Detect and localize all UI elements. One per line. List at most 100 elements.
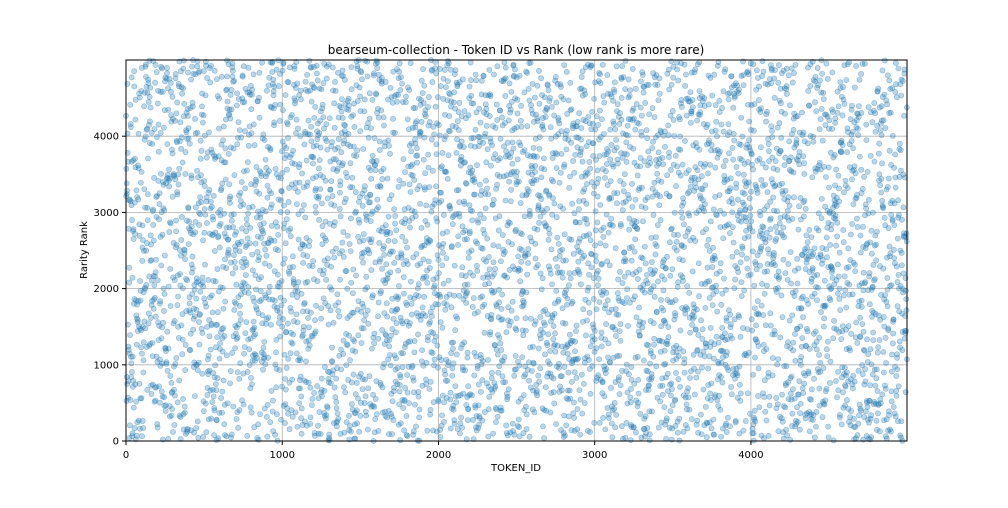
scatter-point: [325, 405, 330, 410]
scatter-point: [332, 220, 337, 225]
scatter-point: [778, 148, 783, 153]
scatter-point: [477, 182, 482, 187]
scatter-point: [222, 333, 227, 338]
scatter-point: [613, 425, 618, 430]
scatter-point: [507, 81, 512, 86]
scatter-point: [358, 413, 363, 418]
scatter-point: [624, 362, 629, 367]
scatter-point: [587, 159, 592, 164]
scatter-point: [739, 280, 744, 285]
scatter-point: [436, 399, 441, 404]
scatter-point: [452, 90, 457, 95]
scatter-point: [522, 214, 527, 219]
scatter-point: [741, 172, 746, 177]
scatter-point: [795, 114, 800, 119]
scatter-point: [447, 113, 452, 118]
scatter-point: [781, 235, 786, 240]
scatter-point: [756, 343, 761, 348]
scatter-point: [730, 201, 735, 206]
scatter-point: [764, 109, 769, 114]
scatter-point: [364, 274, 369, 279]
scatter-point: [308, 421, 313, 426]
scatter-point: [623, 58, 628, 63]
scatter-point: [362, 400, 367, 405]
scatter-point: [817, 160, 822, 165]
scatter-point: [407, 182, 412, 187]
scatter-point: [220, 349, 225, 354]
scatter-point: [192, 287, 197, 292]
scatter-point: [284, 217, 289, 222]
scatter-point: [702, 354, 707, 359]
scatter-point: [348, 216, 353, 221]
scatter-point: [386, 214, 391, 219]
scatter-point: [391, 207, 396, 212]
scatter-point: [559, 151, 564, 156]
scatter-point: [179, 135, 184, 140]
scatter-point: [248, 405, 253, 410]
scatter-point: [319, 306, 324, 311]
scatter-point: [433, 104, 438, 109]
scatter-point: [699, 432, 704, 437]
scatter-point: [341, 385, 346, 390]
scatter-point: [787, 103, 792, 108]
scatter-point: [791, 340, 796, 345]
scatter-point: [172, 118, 177, 123]
scatter-point: [183, 368, 188, 373]
scatter-point: [264, 88, 269, 93]
scatter-point: [833, 213, 838, 218]
scatter-point: [651, 212, 656, 217]
scatter-point: [549, 104, 554, 109]
scatter-point: [365, 74, 370, 79]
scatter-point: [500, 232, 505, 237]
scatter-point: [168, 89, 173, 94]
scatter-point: [641, 90, 646, 95]
scatter-point: [486, 254, 491, 259]
scatter-point: [473, 127, 478, 132]
scatter-point: [867, 271, 872, 276]
scatter-point: [657, 203, 662, 208]
scatter-point: [764, 418, 769, 423]
scatter-point: [675, 232, 680, 237]
scatter-point: [395, 307, 400, 312]
scatter-point: [699, 174, 704, 179]
scatter-point: [635, 173, 640, 178]
scatter-point: [602, 394, 607, 399]
scatter-point: [462, 160, 467, 165]
scatter-point: [145, 205, 150, 210]
scatter-point: [562, 162, 567, 167]
scatter-point: [316, 166, 321, 171]
scatter-point: [716, 340, 721, 345]
scatter-point: [697, 88, 702, 93]
scatter-point: [810, 266, 815, 271]
scatter-point: [244, 217, 249, 222]
scatter-point: [375, 66, 380, 71]
scatter-point: [131, 405, 136, 410]
scatter-point: [435, 343, 440, 348]
scatter-point: [682, 62, 687, 67]
scatter-point: [279, 278, 284, 283]
scatter-point: [710, 264, 715, 269]
scatter-point: [561, 97, 566, 102]
scatter-point: [421, 66, 426, 71]
scatter-point: [793, 289, 798, 294]
scatter-point: [506, 118, 511, 123]
scatter-point: [618, 338, 623, 343]
scatter-point: [196, 319, 201, 324]
scatter-point: [842, 101, 847, 106]
scatter-point: [588, 344, 593, 349]
scatter-point: [765, 190, 770, 195]
scatter-point: [673, 397, 678, 402]
scatter-point: [195, 64, 200, 69]
scatter-point: [496, 244, 501, 249]
scatter-point: [643, 205, 648, 210]
scatter-point: [793, 62, 798, 67]
scatter-point: [382, 361, 387, 366]
scatter-point: [633, 237, 638, 242]
scatter-point: [546, 332, 551, 337]
scatter-point: [362, 377, 367, 382]
scatter-point: [421, 100, 426, 105]
scatter-point: [451, 407, 456, 412]
scatter-point: [349, 64, 354, 69]
scatter-point: [681, 244, 686, 249]
scatter-point: [785, 208, 790, 213]
